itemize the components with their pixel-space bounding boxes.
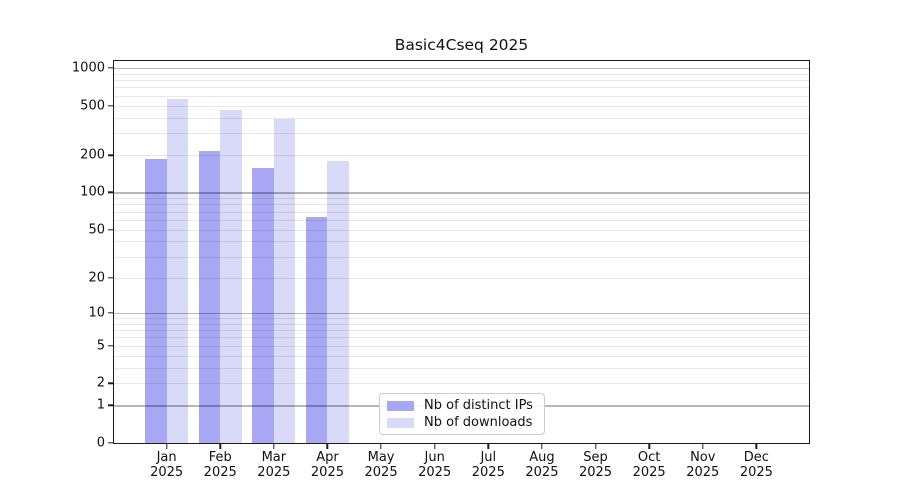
x-tick-nov — [702, 444, 704, 449]
y-tick-label-5: 5 — [96, 338, 105, 354]
gridline-minor-300 — [113, 133, 810, 135]
bar-downloads-jan — [166, 99, 189, 444]
x-tick-label-jul: Jul 2025 — [471, 450, 505, 480]
x-tick-dec — [755, 444, 758, 449]
y-tick-label-50: 50 — [88, 222, 105, 238]
y-tick-5 — [108, 345, 113, 347]
y-tick-0 — [108, 442, 113, 444]
y-tick-label-200: 200 — [80, 147, 105, 163]
bar-downloads-feb — [220, 110, 242, 444]
x-tick-mar — [273, 444, 275, 449]
x-tick-label-feb: Feb 2025 — [203, 450, 237, 480]
gridline-minor-600 — [113, 95, 810, 97]
y-tick-label-100: 100 — [80, 184, 105, 200]
gridline-minor-700 — [113, 87, 810, 89]
bar-downloads-mar — [273, 119, 296, 444]
gridline-minor-500 — [113, 105, 810, 107]
x-tick-label-sep: Sep 2025 — [578, 450, 613, 480]
x-tick-sep — [594, 444, 597, 449]
x-tick-label-may: May 2025 — [364, 450, 398, 480]
x-tick-feb — [219, 444, 221, 449]
bar-distinct-ips-apr — [305, 217, 328, 444]
legend-swatch-distinct-ips — [387, 400, 414, 411]
y-tick-500 — [108, 104, 113, 107]
legend-swatch-downloads — [387, 417, 414, 428]
legend-label-downloads: Nb of downloads — [424, 414, 533, 430]
x-tick-label-aug: Aug 2025 — [525, 450, 559, 480]
y-tick-2 — [108, 382, 113, 385]
x-tick-oct — [648, 444, 650, 449]
x-tick-label-dec: Dec 2025 — [739, 450, 773, 480]
y-tick-label-500: 500 — [80, 98, 105, 114]
y-tick-label-1: 1 — [96, 397, 105, 413]
y-tick-label-1000: 1000 — [71, 60, 105, 76]
bars-layer — [113, 60, 810, 444]
gridline-minor-900 — [113, 73, 810, 75]
x-tick-jan — [165, 444, 168, 449]
x-tick-aug — [541, 444, 543, 449]
y-tick-label-10: 10 — [88, 305, 105, 321]
x-tick-label-nov: Nov 2025 — [686, 450, 720, 480]
x-tick-label-oct: Oct 2025 — [632, 450, 666, 480]
legend: Nb of distinct IPs Nb of downloads — [379, 393, 545, 435]
legend-item-distinct-ips: Nb of distinct IPs — [387, 397, 538, 413]
x-tick-label-jun: Jun 2025 — [418, 450, 452, 480]
x-tick-label-jan: Jan 2025 — [150, 450, 184, 480]
plot-area — [113, 60, 810, 444]
y-tick-label-2: 2 — [96, 375, 105, 391]
bar-downloads-apr — [327, 160, 349, 444]
x-tick-may — [380, 444, 382, 449]
y-tick-1 — [108, 404, 113, 407]
y-tick-200 — [108, 154, 113, 156]
legend-label-distinct-ips: Nb of distinct IPs — [424, 397, 533, 413]
gridline-minor-800 — [113, 80, 810, 82]
bar-distinct-ips-mar — [252, 167, 274, 444]
legend-item-downloads: Nb of downloads — [387, 414, 538, 430]
y-tick-1000 — [108, 67, 113, 69]
y-tick-label-0: 0 — [96, 435, 105, 451]
y-tick-100 — [108, 191, 113, 194]
x-tick-label-mar: Mar 2025 — [257, 450, 291, 480]
y-tick-50 — [108, 228, 113, 231]
gridline-major-1000 — [113, 68, 810, 70]
gridline-minor-400 — [113, 117, 810, 119]
x-tick-jul — [487, 444, 489, 449]
y-tick-10 — [108, 312, 113, 314]
bar-distinct-ips-jan — [145, 159, 167, 444]
chart-title: Basic4Cseq 2025 — [394, 36, 529, 54]
y-tick-20 — [108, 277, 113, 279]
x-tick-label-apr: Apr 2025 — [310, 450, 344, 480]
bar-distinct-ips-feb — [198, 151, 221, 444]
y-tick-label-20: 20 — [88, 270, 105, 286]
x-tick-jun — [433, 444, 436, 449]
x-tick-apr — [326, 444, 329, 449]
